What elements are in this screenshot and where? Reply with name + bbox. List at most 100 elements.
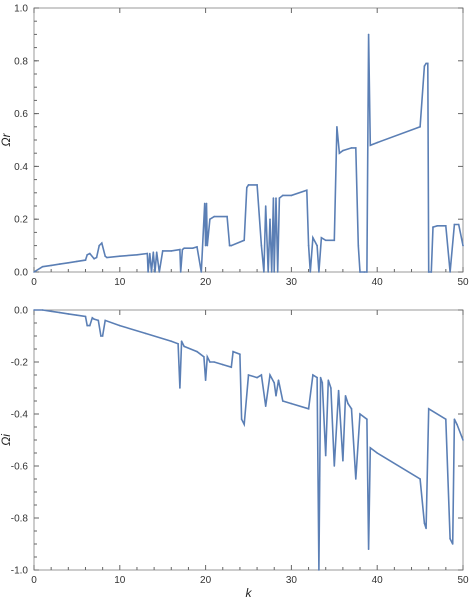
data-point	[267, 271, 270, 273]
data-point	[366, 418, 368, 420]
data-point	[316, 376, 318, 379]
x-axis-title: k	[246, 288, 253, 290]
data-point	[457, 223, 460, 226]
data-series-line	[33, 34, 464, 273]
data-point	[203, 356, 205, 358]
y-tick-label: 0.6	[14, 109, 28, 120]
data-point	[337, 389, 340, 392]
data-point	[181, 248, 184, 251]
data-point	[209, 218, 211, 220]
data-point	[213, 361, 215, 363]
data-point	[147, 271, 149, 273]
data-point	[50, 310, 52, 313]
x-tick-label: 0	[31, 575, 37, 586]
data-point	[320, 236, 323, 239]
data-point	[359, 413, 361, 415]
data-point	[419, 126, 421, 128]
data-point	[239, 353, 241, 355]
top-line-chart: 0 10 20 30 40 50 0.0 0.2 0.4 0.6 0.8 1.0 k Ωr	[0, 4, 469, 291]
data-point	[161, 250, 164, 252]
data-point	[98, 244, 100, 247]
y-tick-label: -0.4	[11, 410, 29, 421]
data-point	[209, 361, 211, 363]
data-point	[319, 376, 322, 379]
x-tick-label: 10	[114, 575, 126, 586]
y-tick-label: 1.0	[14, 4, 28, 15]
data-point	[423, 65, 426, 67]
data-point	[155, 251, 158, 253]
data-point	[269, 218, 271, 220]
data-point	[264, 405, 267, 407]
y-axis-title: Ωi	[0, 434, 13, 446]
data-point	[256, 376, 258, 379]
data-point	[307, 408, 310, 410]
x-tick-label: 30	[286, 575, 298, 586]
data-point	[89, 252, 91, 255]
data-point	[243, 423, 245, 426]
data-point	[222, 363, 224, 366]
data-point	[451, 543, 454, 545]
data-point	[204, 379, 207, 381]
data-point	[270, 271, 273, 273]
data-point	[256, 184, 258, 186]
x-tick-label: 50	[457, 575, 469, 586]
data-point	[76, 314, 78, 316]
data-point	[342, 460, 344, 462]
data-point	[445, 418, 447, 420]
data-point	[204, 244, 207, 247]
data-point	[277, 379, 280, 381]
data-point	[273, 382, 276, 384]
y-tick-label: 0.0	[14, 268, 28, 279]
data-point	[33, 309, 35, 311]
data-point	[264, 205, 267, 207]
data-point	[95, 256, 98, 259]
data-point	[206, 356, 209, 358]
data-point	[67, 262, 70, 264]
data-point	[321, 382, 324, 384]
data-point	[240, 418, 243, 420]
data-point	[177, 343, 179, 345]
data-point	[419, 478, 421, 480]
data-point	[230, 366, 233, 368]
data-point	[246, 186, 248, 189]
data-point	[170, 250, 173, 252]
data-point	[200, 271, 203, 273]
plot-frame	[33, 7, 464, 273]
data-point	[427, 271, 430, 273]
data-point	[309, 271, 312, 273]
data-point	[376, 452, 379, 454]
data-point	[180, 340, 183, 342]
data-point	[369, 447, 372, 449]
data-point	[226, 215, 228, 218]
data-point	[136, 254, 138, 256]
data-point	[278, 197, 281, 199]
data-point	[50, 264, 52, 267]
data-point	[307, 244, 310, 247]
data-point	[84, 315, 87, 318]
data-point	[367, 548, 370, 550]
data-point	[203, 202, 206, 205]
data-point	[84, 259, 87, 261]
data-point	[306, 189, 308, 191]
data-point	[355, 147, 357, 149]
data-point	[275, 395, 277, 397]
data-point	[275, 197, 277, 199]
data-point	[318, 271, 320, 273]
data-point	[149, 252, 151, 255]
data-point	[273, 271, 276, 273]
data-point	[276, 271, 279, 273]
data-point	[213, 215, 215, 218]
y-tick-label: 0.8	[14, 56, 28, 67]
data-point	[91, 317, 94, 319]
x-tick-label: 50	[457, 277, 469, 288]
data-point	[436, 225, 439, 227]
y-tick-label: -0.2	[11, 358, 29, 369]
data-point	[369, 144, 372, 147]
data-point	[453, 418, 456, 420]
data-point	[76, 260, 78, 263]
data-point	[366, 271, 368, 273]
data-point	[282, 194, 284, 197]
y-tick-label: -1.0	[11, 566, 29, 577]
data-point	[243, 239, 245, 242]
data-point	[282, 400, 284, 402]
